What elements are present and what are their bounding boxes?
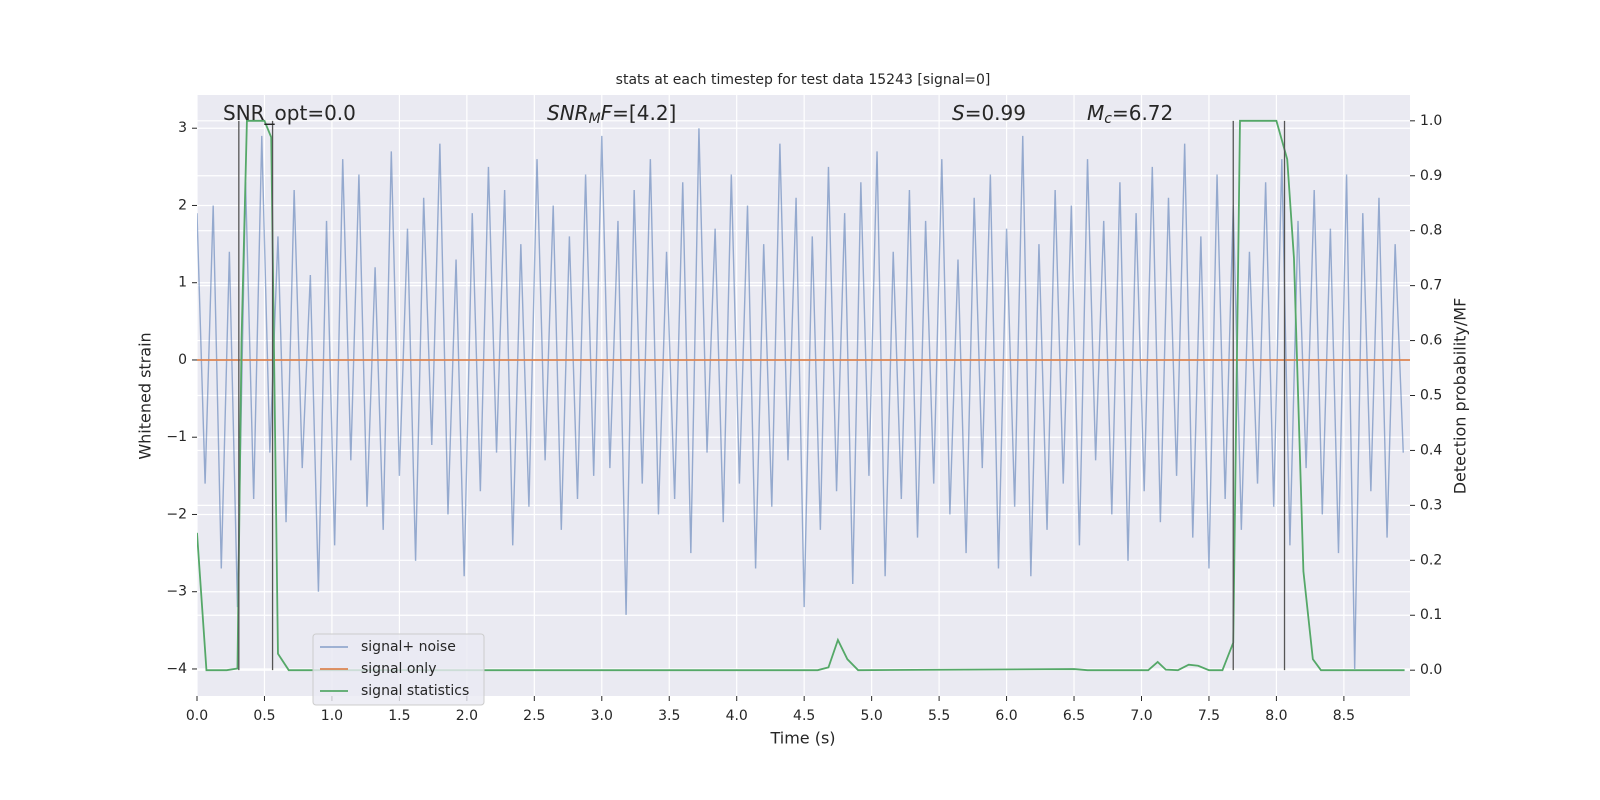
annotation-part: M <box>589 111 601 127</box>
series-line <box>197 128 1404 669</box>
plot-marks <box>197 119 1410 672</box>
y2-tick-label: 0.0 <box>1420 662 1442 678</box>
x-tick-label: 0.0 <box>186 708 208 724</box>
y-tick-label: 0 <box>178 352 187 368</box>
annotation: S=0.99 <box>952 101 1026 125</box>
y2-tick-label: 0.5 <box>1420 388 1442 404</box>
chart-title: stats at each timestep for test data 152… <box>616 72 991 88</box>
annotation-part: =0.99 <box>965 101 1026 125</box>
x-tick-label: 2.0 <box>456 708 478 724</box>
x-tick-label: 0.5 <box>253 708 275 724</box>
y-tick-label: 1 <box>178 275 187 291</box>
y2-tick-label: 0.7 <box>1420 278 1442 294</box>
x-tick-label: 8.0 <box>1265 708 1287 724</box>
y2-tick-label: 0.9 <box>1420 168 1442 184</box>
x-tick-label: 6.0 <box>995 708 1017 724</box>
y2-axis-label: Detection probability/MF <box>1451 298 1470 495</box>
x-tick-label: 6.5 <box>1063 708 1085 724</box>
x-tick-label: 4.5 <box>793 708 815 724</box>
legend-label: signal statistics <box>361 683 469 699</box>
annotation-part: SNR_opt=0.0 <box>223 101 356 125</box>
y2-tick-label: 0.2 <box>1420 552 1442 568</box>
x-tick-label: 2.5 <box>523 708 545 724</box>
legend-label: signal only <box>361 661 436 677</box>
annotation-part: =[4.2] <box>612 101 676 125</box>
legend-box <box>312 633 485 706</box>
y-tick-label: −1 <box>166 429 187 445</box>
x-tick-label: 5.5 <box>928 708 950 724</box>
annotation-part: SNR <box>547 101 589 125</box>
y-tick-label: −3 <box>166 584 187 600</box>
x-tick-label: 3.0 <box>591 708 613 724</box>
annotation: Mc=6.72 <box>1087 101 1173 128</box>
legend-label: signal+ noise <box>361 639 456 655</box>
y2-tick-label: 1.0 <box>1420 113 1442 129</box>
x-tick-label: 5.0 <box>861 708 883 724</box>
x-tick-label: 3.5 <box>658 708 680 724</box>
y-tick-label: −2 <box>166 506 187 522</box>
x-tick-label: 1.0 <box>321 708 343 724</box>
y-tick-label: 3 <box>178 120 187 136</box>
annotation-part: =6.72 <box>1112 101 1173 125</box>
y-axis-label: Whitened strain <box>136 332 155 459</box>
x-tick-label: 8.5 <box>1333 708 1355 724</box>
annotation-part: S <box>952 101 965 125</box>
series-line <box>197 119 1405 672</box>
y2-tick-label: 0.8 <box>1420 223 1442 239</box>
y2-tick-label: 0.3 <box>1420 497 1442 513</box>
annotation-part: M <box>1087 101 1104 125</box>
annotation: SNRMF=[4.2] <box>547 101 676 128</box>
y2-tick-label: 0.4 <box>1420 442 1442 458</box>
x-tick-label: 1.5 <box>388 708 410 724</box>
x-axis-label: Time (s) <box>769 729 835 748</box>
annotation-part: c <box>1104 111 1112 127</box>
y-tick-label: −4 <box>166 661 187 677</box>
x-tick-label: 4.0 <box>726 708 748 724</box>
x-tick-label: 7.5 <box>1198 708 1220 724</box>
y2-tick-label: 0.1 <box>1420 607 1442 623</box>
x-tick-label: 7.0 <box>1130 708 1152 724</box>
annotation-part: F <box>601 101 613 125</box>
y-tick-label: 2 <box>178 197 187 213</box>
y2-tick-label: 0.6 <box>1420 333 1442 349</box>
annotation: SNR_opt=0.0 <box>223 101 356 125</box>
